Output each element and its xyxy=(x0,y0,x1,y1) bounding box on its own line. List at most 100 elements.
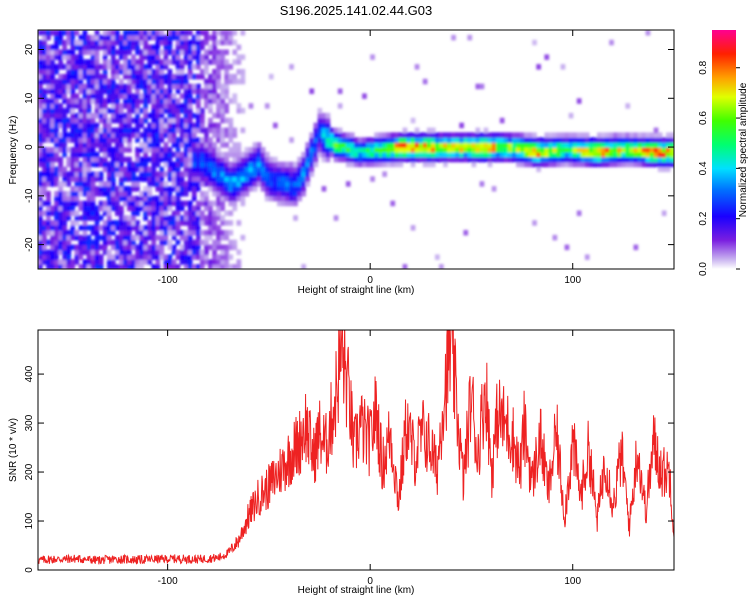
spectrogram-cell xyxy=(143,210,148,216)
spectrogram-cell xyxy=(451,147,456,153)
spectrogram-cell xyxy=(127,137,132,143)
spectrogram-cell xyxy=(139,59,144,65)
spectrogram-cell xyxy=(240,151,246,158)
spectrogram-cell xyxy=(78,132,84,138)
y-tick-label: 20 xyxy=(24,44,35,56)
spectrogram-cell xyxy=(155,132,161,138)
spectrogram-cell xyxy=(86,239,92,246)
spectrogram-cell xyxy=(277,176,282,182)
spectrogram-cell xyxy=(208,205,213,212)
spectrogram-cell xyxy=(163,142,169,148)
spectrogram-cell xyxy=(155,225,161,231)
y-tick-label: 100 xyxy=(24,512,35,529)
spectrogram-cell xyxy=(536,151,541,158)
spectrogram-cell xyxy=(143,73,148,80)
spectrogram-cell xyxy=(568,112,574,119)
spectrogram-cell xyxy=(236,151,242,158)
spectrogram-cell xyxy=(50,151,55,158)
spectrogram-cell xyxy=(584,147,590,153)
spectrogram-cell xyxy=(42,249,47,255)
spectrogram-cell xyxy=(297,191,302,197)
spectrogram-cell xyxy=(204,230,209,236)
spectrogram-cell xyxy=(224,191,229,197)
spectrogram-cell xyxy=(256,166,262,173)
spectrogram-cell xyxy=(123,103,128,109)
spectrogram-cell xyxy=(224,151,229,158)
spectrogram-cell xyxy=(110,244,116,251)
spectrogram-cell xyxy=(78,176,84,182)
spectrogram-cell xyxy=(94,230,100,236)
spectrogram-cell xyxy=(216,259,221,265)
spectrogram-cell xyxy=(38,93,43,99)
spectrogram-cell xyxy=(621,137,626,143)
spectrogram-cell xyxy=(179,83,185,90)
spectrogram-cell xyxy=(119,122,124,129)
spectrogram-cell xyxy=(204,234,209,241)
spectrogram-cell xyxy=(70,220,76,226)
spectrogram-cell xyxy=(196,59,201,65)
spectrogram-cell xyxy=(232,151,238,158)
spectrogram-cell xyxy=(536,147,541,153)
spectrogram-cell xyxy=(163,127,169,134)
spectrogram-cell xyxy=(119,83,124,90)
spectrogram-cell xyxy=(560,64,566,70)
spectrogram-cell xyxy=(123,244,128,251)
spectrogram-cell xyxy=(499,147,505,153)
spectrogram-cell xyxy=(268,166,274,173)
spectrogram-cell xyxy=(661,161,667,168)
spectrogram-cell xyxy=(224,49,229,55)
spectrogram-cell xyxy=(98,83,104,90)
spectrogram-cell xyxy=(179,34,185,41)
spectrogram-cell xyxy=(123,239,128,246)
spectrogram-cell xyxy=(123,215,128,221)
spectrogram-cell xyxy=(422,137,428,143)
spectrogram-cell xyxy=(435,137,440,143)
spectrogram-cell xyxy=(402,151,408,158)
spectrogram-cell xyxy=(528,151,533,158)
spectrogram-cell xyxy=(212,98,217,104)
spectrogram-cell xyxy=(94,137,100,143)
spectrogram-cell xyxy=(42,49,47,55)
spectrogram-cell xyxy=(42,181,47,187)
spectrogram-cell xyxy=(370,156,375,163)
spectrogram-cell xyxy=(42,210,47,216)
spectrogram-cell xyxy=(208,161,213,168)
spectrogram-cells xyxy=(38,30,674,269)
spectrogram-cell xyxy=(90,117,96,124)
spectrogram-cell xyxy=(524,147,529,153)
spectrogram-cell xyxy=(94,156,100,163)
spectrogram-cell xyxy=(62,205,67,212)
spectrogram-cell xyxy=(82,34,88,41)
spectrogram-cell xyxy=(544,132,550,138)
spectrogram-cell xyxy=(94,234,100,241)
spectrogram-cell xyxy=(62,166,67,173)
spectrogram-cell xyxy=(106,264,112,269)
spectrogram-cell xyxy=(106,59,112,65)
spectrogram-cell xyxy=(86,44,92,51)
spectrogram-cell xyxy=(151,176,157,182)
spectrogram-cell xyxy=(58,142,63,148)
spectrogram-cell xyxy=(321,127,327,134)
spectrogram-cell xyxy=(196,230,201,236)
spectrogram-cell xyxy=(82,122,88,129)
spectrogram-cell xyxy=(216,39,221,46)
spectrogram-cell xyxy=(491,142,497,148)
spectrogram-cell xyxy=(135,69,140,75)
spectrogram-cell xyxy=(366,161,371,168)
spectrogram-cell xyxy=(139,93,144,99)
spectrogram-cell xyxy=(325,156,331,163)
spectrogram-cell xyxy=(183,259,189,265)
spectrogram-cell xyxy=(123,83,128,90)
spectrogram-cell xyxy=(200,30,205,36)
spectrogram-cell xyxy=(74,98,80,104)
spectrogram-cell xyxy=(127,230,132,236)
spectrogram-cell xyxy=(345,137,351,143)
spectrogram-cell xyxy=(110,166,116,173)
spectrogram-cell xyxy=(333,151,339,158)
spectrogram-cell xyxy=(62,259,67,265)
spectrogram-cell xyxy=(625,137,631,143)
spectrogram-cell xyxy=(82,88,88,94)
spectrogram-cell xyxy=(175,112,181,119)
spectrogram-cell xyxy=(204,64,209,70)
spectrogram-cell xyxy=(151,49,157,55)
